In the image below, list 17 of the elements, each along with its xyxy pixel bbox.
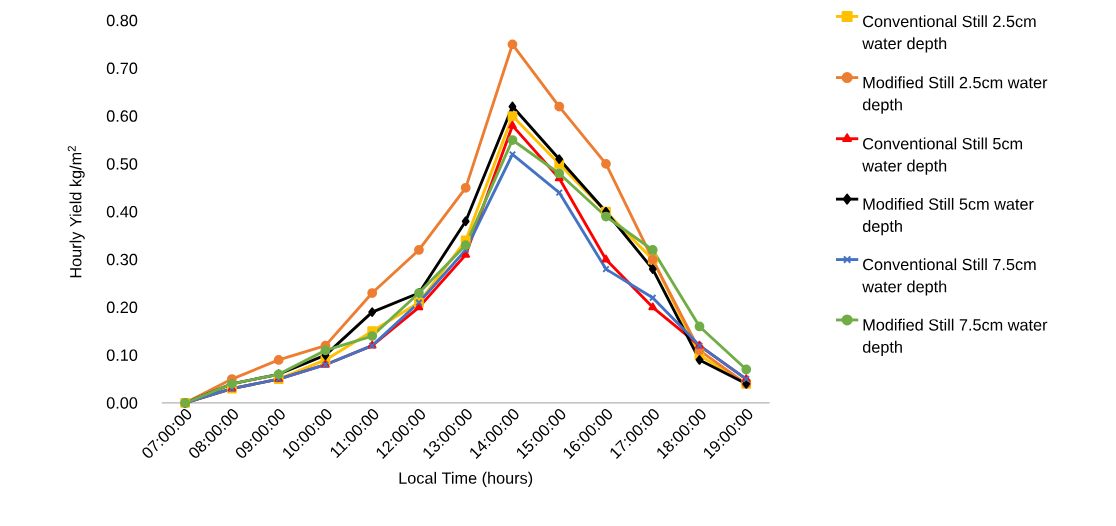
legend-label: Conventional Still 7.5cm water depth xyxy=(862,258,1036,296)
legend-label: Conventional Still 5cm water depth xyxy=(862,137,1023,175)
legend-label: Modified Still 2.5cm water depth xyxy=(862,76,1048,114)
y-tick-label: 0.60 xyxy=(106,110,138,122)
y-tick-label: 0.10 xyxy=(106,349,138,361)
x-axis-title: Local Time (hours) xyxy=(399,471,533,488)
y-tick-label: 0.70 xyxy=(106,62,138,75)
legend-label: Modified Still 7.5cm water depth xyxy=(862,318,1048,357)
y-tick-label: 0.30 xyxy=(106,253,138,266)
y-tick-label: 0.40 xyxy=(106,206,138,218)
y-tick-label: 0.00 xyxy=(106,397,138,409)
y-tick-label: 0.50 xyxy=(106,158,138,170)
legend-label: Modified Still 5cm water depth xyxy=(862,197,1034,236)
y-axis-title: Hourly Yield kg/m$^{2}$ xyxy=(67,146,85,278)
legend-label: Conventional Still 2.5cm water depth xyxy=(862,15,1036,53)
y-tick-label: 0.20 xyxy=(106,301,138,314)
y-tick-label: 0.80 xyxy=(106,14,138,27)
